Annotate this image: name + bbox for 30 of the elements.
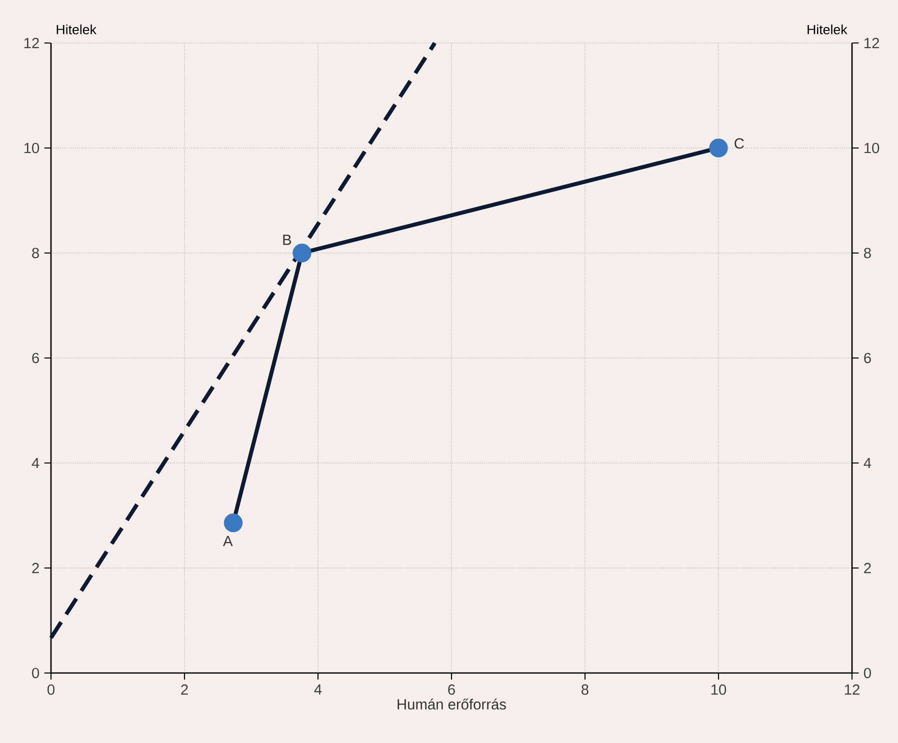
point	[292, 244, 312, 262]
y-axis-title: Hitelek	[56, 24, 96, 34]
annotation: B	[283, 234, 292, 245]
y-tick-label: 10	[24, 142, 40, 154]
point	[224, 514, 243, 532]
y2-axis-title: Hitelek	[808, 24, 848, 34]
y2-tick-label: 10	[864, 142, 880, 154]
y2-tick-label: 6	[864, 352, 871, 364]
y2-tick-label: 2	[864, 562, 871, 574]
point	[709, 138, 728, 158]
x-tick-label: 12	[844, 684, 860, 695]
y-tick-label: 6	[32, 352, 39, 364]
y2-tick-label: 4	[864, 458, 872, 468]
y-tick-label: 4	[32, 458, 40, 468]
y-tick-label: 0	[32, 668, 40, 678]
y2-tick-label: 12	[864, 38, 879, 48]
x-tick-label: 8	[582, 684, 588, 695]
x-tick-label: 0	[47, 684, 54, 695]
x-tick-label: 2	[181, 684, 188, 695]
x-axis-title: Humán erőforrás	[398, 698, 506, 710]
y-tick-label: 2	[32, 562, 39, 574]
annotation: C	[734, 138, 744, 149]
x-tick-label: 6	[448, 684, 455, 695]
y2-tick-label: 0	[864, 668, 871, 678]
y-tick-label: 12	[24, 38, 39, 48]
x-tick-label: 10	[711, 684, 726, 695]
y-tick-label: 8	[32, 248, 39, 258]
x-tick-label: 4	[314, 684, 322, 694]
y2-tick-label: 8	[864, 248, 871, 258]
annotation: A	[223, 536, 233, 546]
